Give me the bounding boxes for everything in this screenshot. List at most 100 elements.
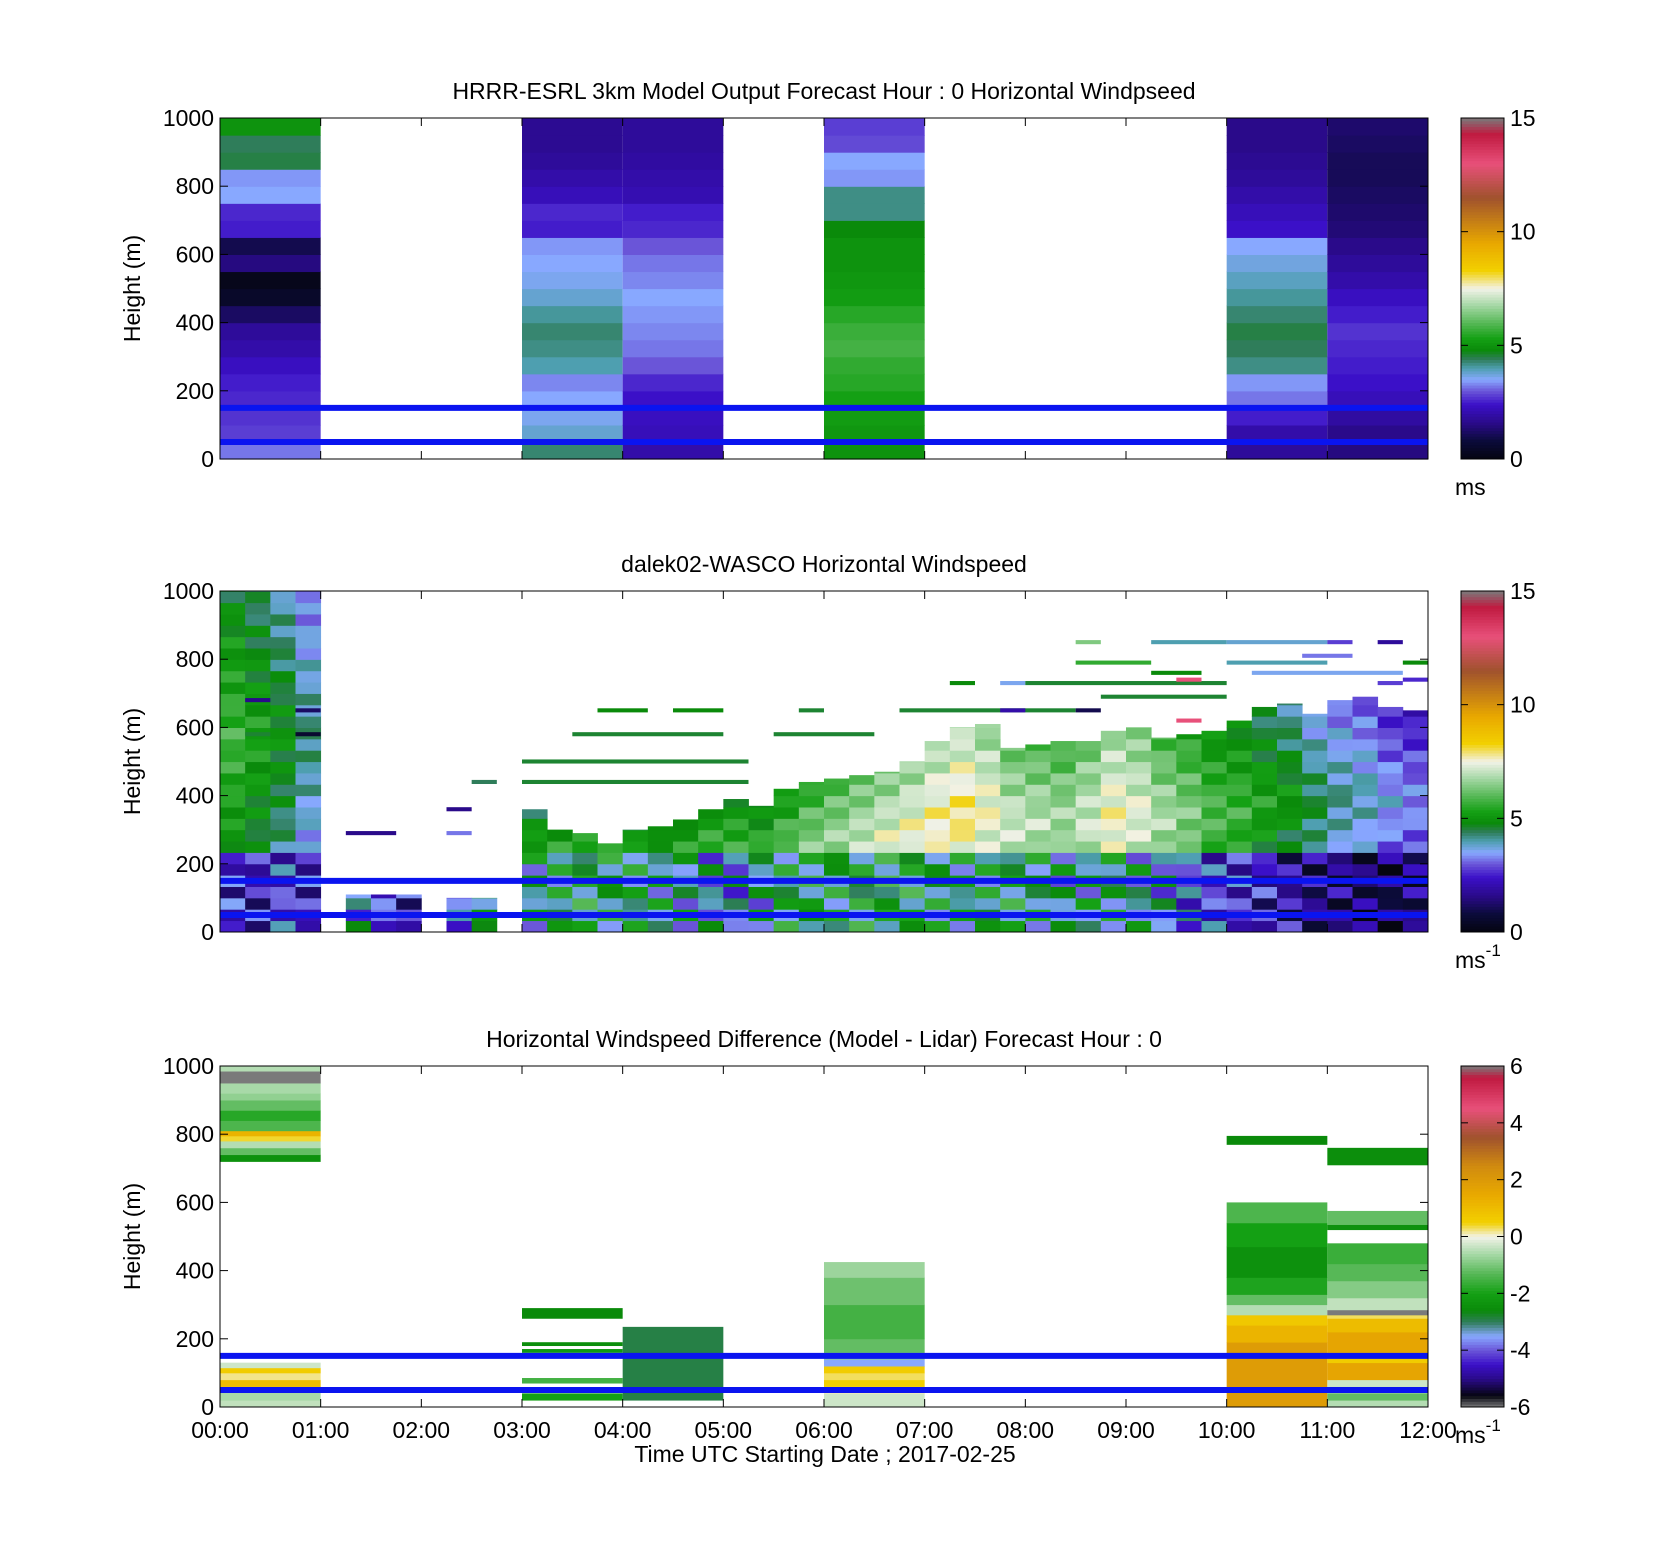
colorbar-tick-label: 4: [1510, 1110, 1523, 1136]
heatmap-cell: [622, 863, 649, 876]
heatmap-cell: [622, 897, 649, 910]
colorbar-segment: [1461, 177, 1504, 182]
heatmap-cell: [1050, 741, 1077, 751]
heatmap-cell: [1226, 237, 1328, 255]
heatmap-cell: [1100, 886, 1127, 899]
colorbar-segment: [1461, 322, 1504, 326]
heatmap-cell: [295, 693, 322, 706]
heatmap-cell: [698, 809, 724, 819]
heatmap-cell: [824, 920, 850, 933]
heatmap-cell: [1377, 681, 1403, 686]
colorbar-segment: [1461, 279, 1504, 284]
heatmap-cell: [446, 897, 473, 910]
heatmap-cell: [748, 807, 775, 819]
colorbar-segment: [1461, 1395, 1504, 1399]
heatmap-cell: [220, 339, 321, 358]
heatmap-cell: [1176, 852, 1202, 865]
colorbar-segment: [1461, 1137, 1504, 1141]
heatmap-cell: [949, 818, 976, 831]
heatmap-cell: [1126, 807, 1152, 819]
heatmap-cell: [597, 843, 624, 853]
heatmap-cell: [1176, 677, 1202, 682]
heatmap-cell: [1201, 750, 1228, 763]
heatmap-cell: [698, 897, 724, 910]
colorbar-segment: [1461, 767, 1504, 771]
heatmap-cell: [949, 886, 976, 899]
heatmap-cell: [220, 1071, 321, 1084]
heatmap-cell: [1327, 1318, 1428, 1333]
heatmap-cell: [270, 818, 296, 831]
heatmap-cell: [1050, 807, 1077, 819]
heatmap-cell: [1402, 920, 1429, 933]
heatmap-cell: [1226, 750, 1253, 763]
heatmap-cell: [647, 863, 674, 876]
heatmap-cell: [874, 818, 900, 831]
heatmap-cell: [824, 1338, 925, 1353]
colorbar-segment: [1461, 829, 1504, 834]
colorbar-segment: [1461, 203, 1504, 207]
heatmap-cell: [1226, 852, 1253, 865]
heatmap-cell: [295, 750, 322, 763]
heatmap-cell: [1025, 863, 1051, 876]
heatmap-cell: [270, 761, 296, 774]
colorbar-segment: [1461, 713, 1504, 717]
heatmap-cell: [1352, 829, 1379, 842]
heatmap-cell: [1050, 863, 1077, 876]
heatmap-cell: [949, 841, 976, 853]
heatmap-cell: [723, 799, 749, 808]
heatmap-cell: [622, 305, 724, 324]
heatmap-cell: [1000, 897, 1026, 910]
colorbar-segment: [1461, 1233, 1504, 1237]
heatmap-cell: [949, 863, 976, 876]
heatmap-cell: [849, 852, 875, 865]
heatmap-cell: [1302, 738, 1328, 751]
heatmap-cell: [1327, 773, 1353, 785]
y-tick-label: 400: [176, 310, 214, 336]
heatmap-cell: [1402, 710, 1429, 717]
heatmap-cell: [1402, 738, 1429, 751]
heatmap-cell: [1151, 841, 1177, 853]
heatmap-cell: [824, 1359, 925, 1367]
heatmap-cell: [1377, 750, 1404, 763]
heatmap-cell: [1402, 795, 1429, 808]
heatmap-cell: [1226, 152, 1328, 170]
heatmap-cell: [849, 795, 875, 808]
x-tick-label: 08:00: [997, 1417, 1055, 1443]
heatmap-cell: [220, 863, 246, 876]
heatmap-cell: [1327, 761, 1353, 774]
colorbar-segment: [1461, 752, 1504, 757]
x-axis-label: Time UTC Starting Date ; 2017-02-25: [634, 1441, 1015, 1467]
heatmap-cell: [396, 897, 422, 910]
heatmap-cell: [220, 659, 246, 672]
heatmap-cell: [270, 829, 296, 842]
colorbar-segment: [1461, 1401, 1504, 1405]
heatmap-cell: [622, 829, 649, 842]
heatmap-cell: [1277, 738, 1303, 751]
colorbar-segment: [1461, 132, 1504, 136]
colorbar-segment: [1461, 1171, 1504, 1175]
colorbar-segment: [1461, 328, 1504, 332]
heatmap-cell: [220, 852, 246, 865]
colorbar-segment: [1461, 362, 1504, 366]
heatmap-cell: [773, 732, 875, 737]
heatmap-cell: [295, 841, 322, 853]
colorbar-segment: [1461, 755, 1504, 760]
heatmap-cell: [1151, 750, 1177, 763]
heatmap-cell: [899, 807, 926, 819]
colorbar-segment: [1461, 758, 1504, 762]
heatmap-cell: [849, 886, 875, 899]
colorbar-segment: [1461, 679, 1504, 683]
heatmap-cell: [220, 773, 246, 785]
colorbar-segment: [1461, 1125, 1504, 1130]
colorbar-segment: [1461, 744, 1504, 748]
heatmap-cell: [220, 591, 246, 604]
heatmap-cell: [220, 1379, 321, 1387]
heatmap-cell: [597, 920, 624, 933]
colorbar-unit-label: ms: [1455, 474, 1486, 500]
colorbar-unit: ms: [1455, 947, 1486, 973]
heatmap-cell: [1226, 339, 1328, 358]
heatmap-cell: [1201, 852, 1228, 865]
heatmap-cell: [396, 920, 422, 933]
heatmap-cell: [1075, 852, 1102, 865]
